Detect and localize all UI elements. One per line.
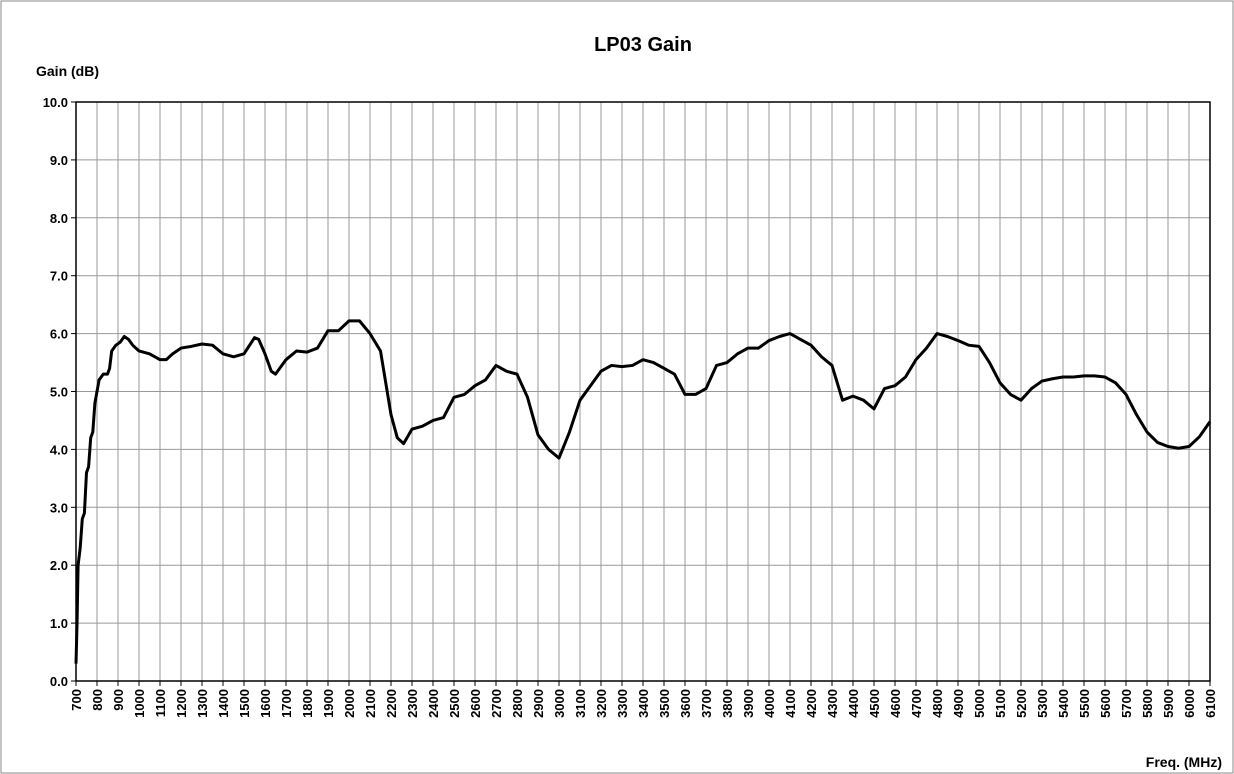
x-tick-label: 6100 — [1203, 689, 1218, 718]
x-tick-label: 2200 — [384, 689, 399, 718]
x-tick-label: 4800 — [930, 689, 945, 718]
y-tick-label: 10.0 — [43, 95, 68, 110]
x-tick-label: 3200 — [594, 689, 609, 718]
data-line — [74, 319, 1212, 664]
x-tick-label: 1300 — [195, 689, 210, 718]
x-tick-label: 1200 — [174, 689, 189, 718]
y-tick-label: 2.0 — [50, 558, 68, 573]
x-tick-label: 5700 — [1119, 689, 1134, 718]
x-tick-label: 4600 — [888, 689, 903, 718]
y-tick-label: 3.0 — [50, 500, 68, 515]
x-tick-label: 4000 — [762, 689, 777, 718]
x-tick-label: 1500 — [237, 689, 252, 718]
x-tick-label: 2100 — [363, 689, 378, 718]
y-tick-label: 5.0 — [50, 385, 68, 400]
y-tick-label: 4.0 — [50, 442, 68, 457]
x-tick-label: 2500 — [447, 689, 462, 718]
x-tick-label: 3300 — [615, 689, 630, 718]
x-tick-label: 4700 — [909, 689, 924, 718]
x-tick-label: 1000 — [132, 689, 147, 718]
y-tick-label: 7.0 — [50, 269, 68, 284]
x-tick-label: 3100 — [573, 689, 588, 718]
x-tick-label: 1900 — [321, 689, 336, 718]
x-tick-label: 6000 — [1182, 689, 1197, 718]
y-tick-label: 6.0 — [50, 327, 68, 342]
x-tick-label: 800 — [90, 689, 105, 711]
chart-title: LP03 Gain — [594, 34, 692, 56]
x-tick-label: 5300 — [1035, 689, 1050, 718]
x-tick-label: 2700 — [489, 689, 504, 718]
x-tick-label: 3600 — [678, 689, 693, 718]
x-tick-label: 4100 — [783, 689, 798, 718]
x-tick-label: 2000 — [342, 689, 357, 718]
x-tick-label: 5200 — [1014, 689, 1029, 718]
x-tick-label: 4900 — [951, 689, 966, 718]
x-tick-label: 3800 — [720, 689, 735, 718]
x-tick-label: 3500 — [657, 689, 672, 718]
x-tick-label: 5000 — [972, 689, 987, 718]
x-tick-label: 1400 — [216, 689, 231, 718]
x-tick-label: 5500 — [1077, 689, 1092, 718]
y-tick-label: 1.0 — [50, 616, 68, 631]
y-tick-label: 9.0 — [50, 153, 68, 168]
x-axis-label: Freq. (MHz) — [1146, 754, 1222, 770]
x-tick-label: 700 — [69, 689, 84, 711]
y-axis-label: Gain (dB) — [36, 63, 99, 79]
x-tick-label: 2300 — [405, 689, 420, 718]
y-tick-label: 8.0 — [50, 211, 68, 226]
x-tick-label: 2400 — [426, 689, 441, 718]
x-tick-label: 5900 — [1161, 689, 1176, 718]
x-tick-label: 4500 — [867, 689, 882, 718]
x-tick-label: 5400 — [1056, 689, 1071, 718]
x-tick-label: 3000 — [552, 689, 567, 718]
x-tick-label: 2600 — [468, 689, 483, 718]
x-tick-label: 1600 — [258, 689, 273, 718]
x-tick-label: 4300 — [825, 689, 840, 718]
x-tick-label: 2900 — [531, 689, 546, 718]
x-tick-label: 1700 — [279, 689, 294, 718]
y-tick-label: 0.0 — [50, 674, 68, 689]
x-tick-label: 1100 — [153, 689, 168, 717]
x-tick-label: 2800 — [510, 689, 525, 718]
x-tick-label: 4200 — [804, 689, 819, 718]
x-tick-label: 3400 — [636, 689, 651, 718]
x-tick-label: 5600 — [1098, 689, 1113, 718]
x-tick-label: 4400 — [846, 689, 861, 718]
x-tick-label: 900 — [111, 689, 126, 711]
x-tick-label: 3700 — [699, 689, 714, 718]
x-tick-label: 3900 — [741, 689, 756, 718]
x-tick-label: 5800 — [1140, 689, 1155, 718]
marks — [74, 319, 1212, 664]
plot-border — [75, 101, 1211, 682]
x-tick-label: 5100 — [993, 689, 1008, 718]
x-tick-label: 1800 — [300, 689, 315, 718]
